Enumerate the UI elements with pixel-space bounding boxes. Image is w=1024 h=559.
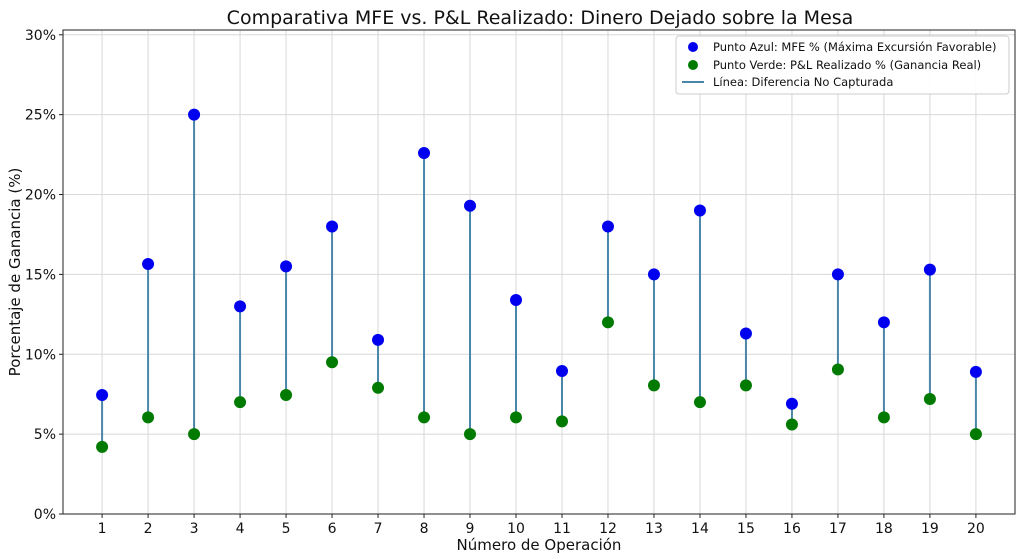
- mfe-point: [418, 146, 431, 159]
- y-tick-label: 10%: [25, 347, 56, 363]
- realized-pl-point: [647, 379, 660, 392]
- mfe-point: [969, 365, 982, 378]
- y-tick-label: 25%: [25, 108, 56, 124]
- x-tick-label: 4: [236, 521, 245, 537]
- x-tick-label: 19: [921, 521, 939, 537]
- x-tick-label: 13: [645, 521, 663, 537]
- realized-pl-point: [831, 363, 844, 376]
- x-tick-label: 15: [737, 521, 755, 537]
- y-tick-label: 15%: [25, 267, 56, 283]
- realized-pl-point: [280, 388, 293, 401]
- plot-frame: [62, 29, 1016, 515]
- mfe-point: [785, 397, 798, 410]
- mfe-point: [693, 204, 706, 217]
- realized-pl-point: [142, 411, 155, 424]
- mfe-point: [601, 220, 614, 233]
- mfe-point: [739, 327, 752, 340]
- legend-line-label: Línea: Diferencia No Capturada: [713, 75, 893, 89]
- x-tick-label: 12: [599, 521, 617, 537]
- x-tick-label: 9: [466, 521, 475, 537]
- realized-pl-point: [418, 411, 431, 424]
- mfe-point: [234, 300, 247, 313]
- mfe-point: [831, 268, 844, 281]
- x-tick-label: 3: [190, 521, 199, 537]
- x-tick-label: 20: [967, 521, 985, 537]
- y-tick-label: 20%: [25, 188, 56, 204]
- realized-pl-point: [510, 411, 523, 424]
- realized-pl-point: [96, 440, 109, 453]
- realized-pl-point: [188, 428, 201, 441]
- x-tick-label: 10: [507, 521, 525, 537]
- y-axis-label: Porcentaje de Ganancia (%): [6, 168, 24, 377]
- realized-pl-point: [969, 428, 982, 441]
- y-tick-label: 30%: [25, 28, 56, 44]
- realized-pl-point: [785, 418, 798, 431]
- legend: Punto Azul: MFE % (Máxima Excursión Favo…: [675, 35, 1010, 95]
- mfe-point: [877, 316, 890, 329]
- x-tick-label: 1: [98, 521, 107, 537]
- realized-pl-point: [923, 392, 936, 405]
- mfe-point: [96, 388, 109, 401]
- realized-pl-point: [601, 316, 614, 329]
- y-tick-label: 0%: [34, 507, 56, 523]
- realized-pl-point: [877, 411, 890, 424]
- mfe-point: [923, 263, 936, 276]
- y-tick-label: 5%: [34, 427, 56, 443]
- mfe-point: [280, 260, 293, 273]
- realized-pl-point: [739, 379, 752, 392]
- x-tick-label: 2: [144, 521, 153, 537]
- mfe-point: [326, 220, 339, 233]
- x-tick-label: 6: [328, 521, 337, 537]
- realized-pl-point: [234, 396, 247, 409]
- realized-pl-point: [464, 428, 477, 441]
- x-tick-label: 8: [420, 521, 429, 537]
- realized-pl-point: [326, 356, 339, 369]
- x-tick-label: 7: [374, 521, 383, 537]
- mfe-point: [510, 293, 523, 306]
- chart-title: Comparativa MFE vs. P&L Realizado: Diner…: [227, 7, 854, 29]
- mfe-point: [372, 333, 385, 346]
- x-tick-label: 11: [553, 521, 571, 537]
- mfe-point: [647, 268, 660, 281]
- realized-pl-point: [372, 381, 385, 394]
- mfe-point: [555, 365, 568, 378]
- mfe-point: [142, 258, 155, 271]
- x-tick-label: 5: [282, 521, 291, 537]
- legend-blue-marker: [688, 42, 698, 52]
- realized-pl-point: [555, 415, 568, 428]
- mfe-point: [464, 199, 477, 212]
- mfe-point: [188, 108, 201, 121]
- legend-green-marker: [688, 60, 698, 70]
- realized-pl-point: [693, 396, 706, 409]
- x-axis-label: Número de Operación: [457, 536, 622, 554]
- x-tick-label: 18: [875, 521, 893, 537]
- x-tick-label: 16: [783, 521, 801, 537]
- x-tick-label: 14: [691, 521, 709, 537]
- legend-green-label: Punto Verde: P&L Realizado % (Ganancia R…: [713, 58, 981, 72]
- x-tick-label: 17: [829, 521, 847, 537]
- legend-blue-label: Punto Azul: MFE % (Máxima Excursión Favo…: [713, 40, 997, 54]
